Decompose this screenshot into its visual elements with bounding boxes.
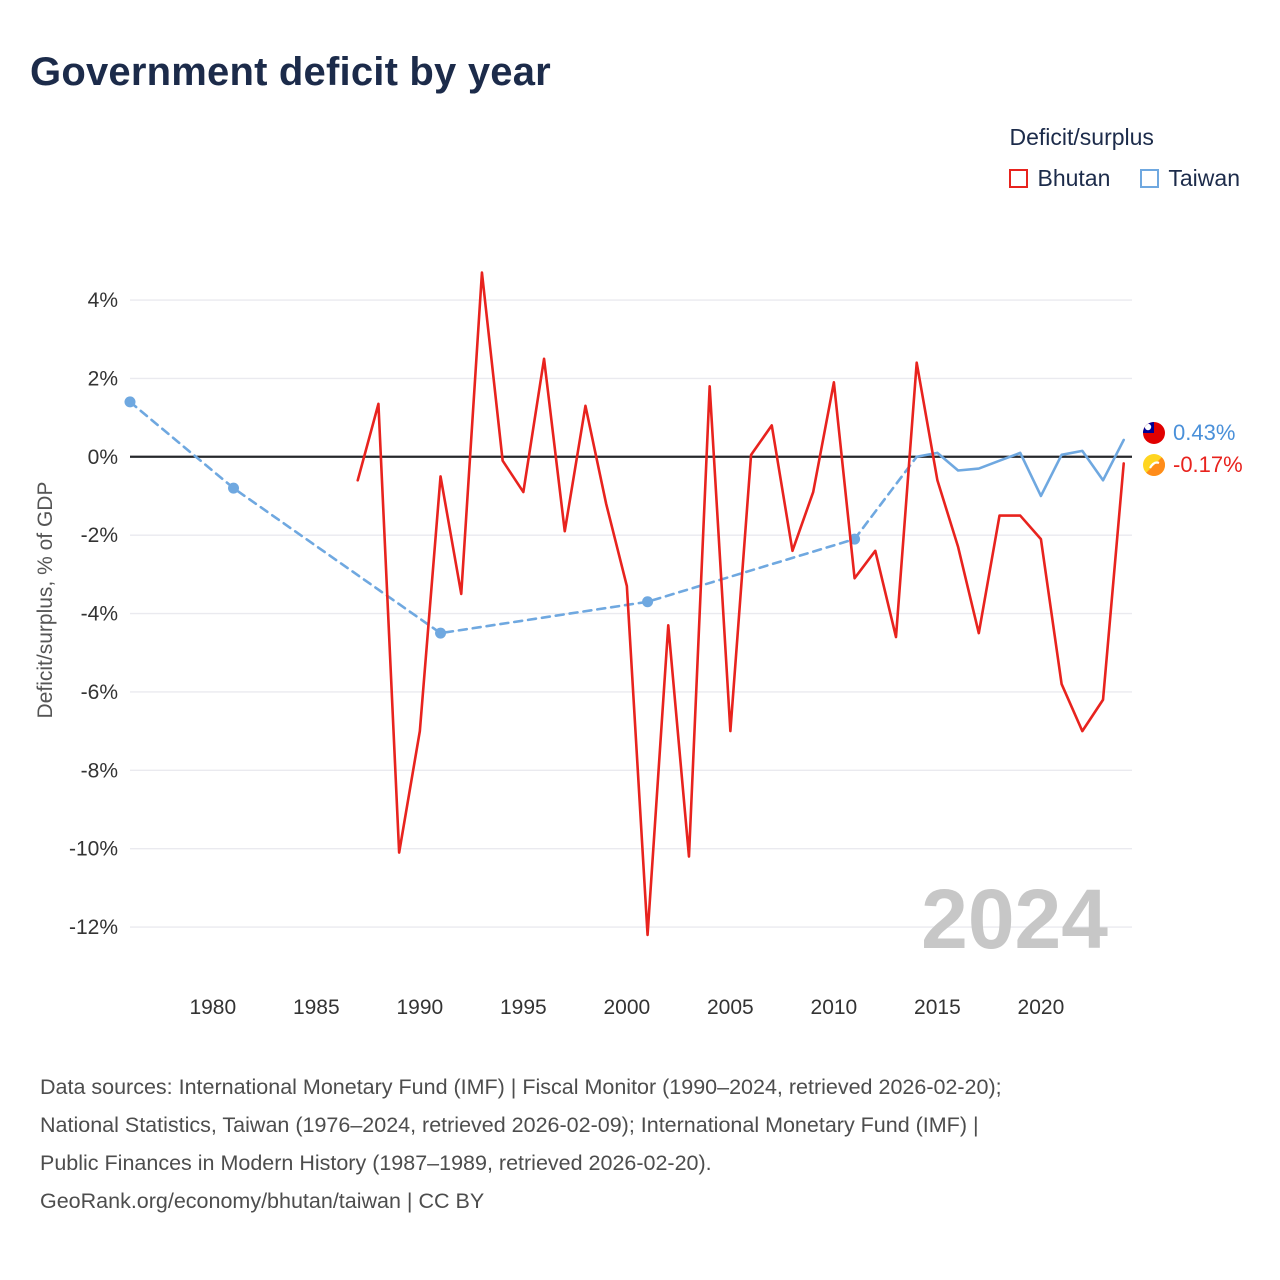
footer-attribution-link[interactable]: GeoRank.org/economy/bhutan/taiwan | CC B…: [40, 1189, 485, 1213]
y-tick-label: -8%: [81, 759, 118, 782]
y-tick-label: -10%: [69, 838, 118, 861]
x-tick-label: 1995: [500, 996, 547, 1019]
x-tick-label: 1985: [293, 996, 340, 1019]
series-marker-taiwan: [642, 596, 654, 608]
legend: Deficit/surplus Bhutan Taiwan: [1009, 124, 1240, 192]
y-axis-label: Deficit/surplus, % of GDP: [34, 481, 57, 719]
series-marker-taiwan: [124, 396, 136, 408]
legend-item-taiwan[interactable]: Taiwan: [1140, 165, 1240, 192]
series-marker-taiwan: [435, 627, 447, 639]
footer-line-1: Data sources: International Monetary Fun…: [40, 1075, 1002, 1099]
watermark-year: 2024: [921, 872, 1108, 966]
y-tick-label: -6%: [81, 681, 118, 704]
bhutan-flag-icon: [1143, 454, 1165, 476]
footer-line-2: National Statistics, Taiwan (1976–2024, …: [40, 1113, 979, 1137]
page-title: Government deficit by year: [30, 50, 551, 94]
taiwan-end-value: 0.43%: [1173, 420, 1236, 445]
legend-label-taiwan: Taiwan: [1168, 165, 1240, 191]
series-marker-taiwan: [849, 533, 861, 545]
legend-title: Deficit/surplus: [1009, 124, 1154, 150]
series-marker-taiwan: [228, 482, 240, 494]
end-label-bhutan: -0.17%: [1142, 452, 1243, 478]
y-tick-label: 2%: [88, 367, 118, 390]
bhutan-end-value: -0.17%: [1173, 452, 1243, 477]
legend-item-bhutan[interactable]: Bhutan: [1009, 165, 1110, 192]
series-line-bhutan: [356, 271, 1126, 937]
footer-line-3: Public Finances in Modern History (1987–…: [40, 1151, 712, 1175]
x-tick-label: 2010: [811, 996, 858, 1019]
y-tick-label: -4%: [81, 603, 118, 626]
data-sources: Data sources: International Monetary Fun…: [40, 1068, 1002, 1220]
legend-items: Bhutan Taiwan: [1009, 165, 1240, 192]
taiwan-swatch-icon: [1140, 169, 1160, 188]
y-tick-label: -12%: [69, 916, 118, 939]
series-line-taiwan: [915, 438, 1126, 498]
x-tick-label: 1990: [396, 996, 443, 1019]
series-line-taiwan: [128, 400, 856, 635]
y-tick-label: -2%: [81, 524, 118, 547]
legend-label-bhutan: Bhutan: [1037, 165, 1111, 191]
y-tick-label: 0%: [88, 446, 118, 469]
taiwan-flag-icon: [1143, 422, 1165, 444]
series-line-taiwan: [853, 455, 918, 541]
x-tick-label: 2000: [604, 996, 651, 1019]
x-tick-label: 2005: [707, 996, 754, 1019]
x-tick-label: 1980: [189, 996, 236, 1019]
x-tick-label: 2020: [1018, 996, 1065, 1019]
bhutan-swatch-icon: [1009, 169, 1029, 188]
x-tick-label: 2015: [914, 996, 961, 1019]
end-label-taiwan: 0.43%: [1142, 420, 1235, 446]
y-tick-label: 4%: [88, 289, 118, 312]
